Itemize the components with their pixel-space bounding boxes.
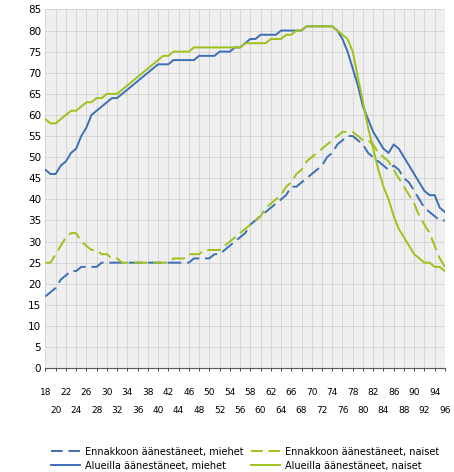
Text: 58: 58 bbox=[245, 388, 256, 397]
Text: 54: 54 bbox=[224, 388, 236, 397]
Text: 74: 74 bbox=[326, 388, 338, 397]
Text: 26: 26 bbox=[81, 388, 92, 397]
Text: 96: 96 bbox=[439, 406, 451, 415]
Text: 50: 50 bbox=[203, 388, 215, 397]
Text: 70: 70 bbox=[306, 388, 317, 397]
Text: 66: 66 bbox=[286, 388, 297, 397]
Text: 56: 56 bbox=[234, 406, 246, 415]
Legend: Ennakkoon äänestäneet, miehet, Alueilla äänestäneet, miehet, Ennakkoon äänestäne: Ennakkoon äänestäneet, miehet, Alueilla … bbox=[47, 443, 444, 472]
Text: 90: 90 bbox=[409, 388, 420, 397]
Text: 62: 62 bbox=[265, 388, 276, 397]
Text: 68: 68 bbox=[296, 406, 307, 415]
Text: 60: 60 bbox=[255, 406, 266, 415]
Text: 94: 94 bbox=[429, 388, 440, 397]
Text: 28: 28 bbox=[91, 406, 102, 415]
Text: 46: 46 bbox=[183, 388, 194, 397]
Text: 32: 32 bbox=[111, 406, 123, 415]
Text: 20: 20 bbox=[50, 406, 61, 415]
Text: 80: 80 bbox=[357, 406, 369, 415]
Text: 52: 52 bbox=[214, 406, 225, 415]
Text: 82: 82 bbox=[368, 388, 379, 397]
Text: 72: 72 bbox=[316, 406, 328, 415]
Text: 48: 48 bbox=[193, 406, 205, 415]
Text: 34: 34 bbox=[122, 388, 133, 397]
Text: 64: 64 bbox=[275, 406, 287, 415]
Text: 36: 36 bbox=[132, 406, 143, 415]
Text: 18: 18 bbox=[39, 388, 51, 397]
Text: 44: 44 bbox=[173, 406, 184, 415]
Text: 24: 24 bbox=[70, 406, 82, 415]
Text: 86: 86 bbox=[388, 388, 400, 397]
Text: 78: 78 bbox=[347, 388, 359, 397]
Text: 76: 76 bbox=[337, 406, 348, 415]
Text: 30: 30 bbox=[101, 388, 113, 397]
Text: 84: 84 bbox=[378, 406, 389, 415]
Text: 40: 40 bbox=[153, 406, 164, 415]
Text: 92: 92 bbox=[419, 406, 430, 415]
Text: 88: 88 bbox=[398, 406, 410, 415]
Text: 42: 42 bbox=[163, 388, 174, 397]
Text: 38: 38 bbox=[142, 388, 153, 397]
Text: 22: 22 bbox=[60, 388, 72, 397]
